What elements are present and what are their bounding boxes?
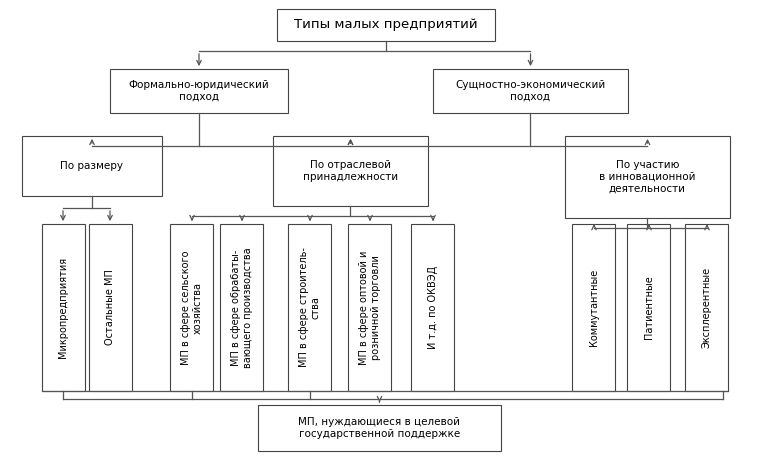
Bar: [273, 136, 428, 206]
Text: Формально-юридический
подход: Формально-юридический подход: [129, 80, 270, 102]
Bar: [348, 224, 392, 391]
Text: Микропредприятия: Микропредприятия: [58, 257, 68, 358]
Bar: [277, 9, 495, 41]
Text: И т.д. по ОКВЭД: И т.д. по ОКВЭД: [428, 266, 438, 349]
Text: МП в сфере строитель-
ства: МП в сфере строитель- ства: [299, 248, 321, 367]
Text: Патиентные: Патиентные: [644, 276, 654, 339]
Text: МП в сфере обрабаты-
вающего производства: МП в сфере обрабаты- вающего производств…: [231, 247, 253, 368]
Bar: [89, 224, 132, 391]
Text: МП в сфере оптовой и
розничной торговли: МП в сфере оптовой и розничной торговли: [359, 250, 381, 365]
Text: Сущностно-экономический
подход: Сущностно-экономический подход: [456, 80, 605, 102]
Bar: [433, 69, 628, 113]
Bar: [565, 136, 730, 218]
Bar: [288, 224, 332, 391]
Bar: [110, 69, 288, 113]
Text: По отраслевой
принадлежности: По отраслевой принадлежности: [303, 160, 398, 182]
Bar: [411, 224, 454, 391]
Text: По размеру: По размеру: [61, 161, 124, 171]
Bar: [628, 224, 671, 391]
Text: Остальные МП: Остальные МП: [105, 270, 115, 345]
Text: Типы малых предприятий: Типы малых предприятий: [294, 18, 478, 31]
Text: По участию
в инновационной
деятельности: По участию в инновационной деятельности: [599, 160, 696, 194]
Bar: [573, 224, 615, 391]
Text: МП в сфере сельского
хозяйства: МП в сфере сельского хозяйства: [182, 250, 203, 365]
Text: МП, нуждающиеся в целевой
государственной поддержке: МП, нуждающиеся в целевой государственно…: [298, 417, 460, 439]
Bar: [41, 224, 84, 391]
Bar: [220, 224, 263, 391]
Bar: [22, 136, 162, 196]
Bar: [258, 405, 501, 451]
Text: Эксплерентные: Эксплерентные: [702, 267, 712, 348]
Bar: [686, 224, 728, 391]
Bar: [171, 224, 213, 391]
Text: Коммутантные: Коммутантные: [589, 269, 599, 346]
